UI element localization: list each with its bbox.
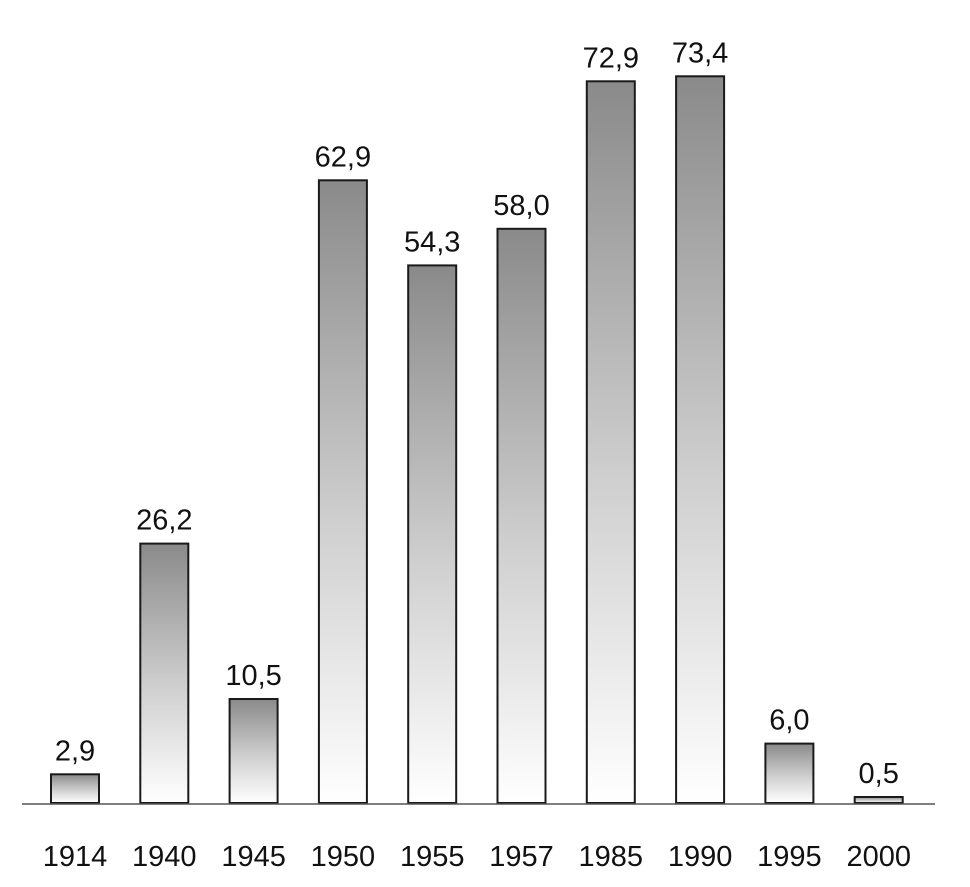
bar-1955 (407, 264, 458, 804)
x-tick-label-1957: 1957 (489, 841, 554, 873)
data-label-1914: 2,9 (55, 735, 95, 767)
x-tick-labels-group: 1914 1940 1945 1950 1955 1957 1985 1990 1995 2000 (43, 841, 911, 873)
x-tick-label-1955: 1955 (400, 841, 465, 873)
bar-1995 (764, 742, 815, 804)
data-label-1955: 54,3 (404, 226, 460, 258)
bar-2000 (853, 796, 904, 804)
data-label-1990: 73,4 (672, 37, 728, 69)
bar-1945 (228, 698, 279, 804)
bar-1940 (139, 542, 190, 804)
x-tick-label-1940: 1940 (132, 841, 197, 873)
x-tick-label-1945: 1945 (221, 841, 286, 873)
x-tick-label-2000: 2000 (846, 841, 911, 873)
value-labels-group: 2,9 26,2 10,5 62,9 54,3 58,0 72,9 73,4 6,0 0,5 (55, 37, 899, 790)
x-tick-label-1985: 1985 (579, 841, 644, 873)
data-label-1985: 72,9 (583, 42, 639, 74)
bar-1914 (50, 773, 100, 804)
bar-1957 (496, 227, 547, 805)
bar-1985 (585, 80, 636, 805)
bar-1990 (675, 75, 726, 805)
x-tick-label-1995: 1995 (757, 841, 822, 873)
x-tick-label-1914: 1914 (43, 841, 108, 873)
data-label-1945: 10,5 (225, 660, 281, 692)
data-label-1995: 6,0 (769, 705, 809, 737)
data-label-2000: 0,5 (859, 758, 899, 790)
bars-group (50, 75, 904, 805)
x-tick-label-1950: 1950 (311, 841, 376, 873)
data-label-1940: 26,2 (136, 505, 192, 537)
data-label-1950: 62,9 (315, 141, 371, 173)
data-label-1957: 58,0 (493, 190, 549, 222)
x-tick-label-1990: 1990 (668, 841, 733, 873)
bar-1950 (317, 179, 368, 805)
